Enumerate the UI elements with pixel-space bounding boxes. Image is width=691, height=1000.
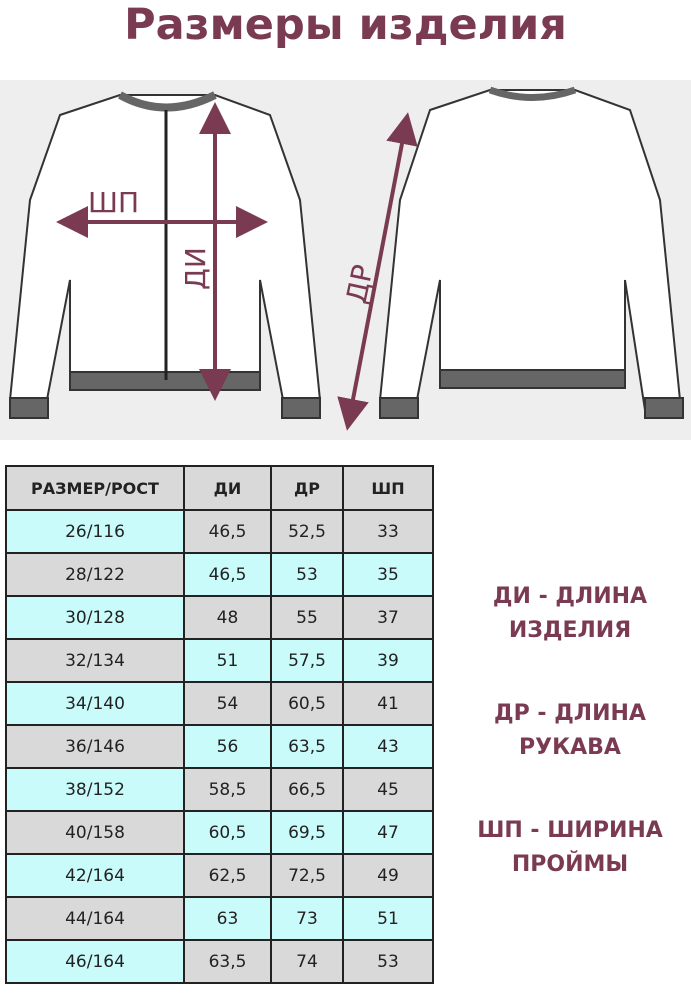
header-dr: ДР xyxy=(270,465,344,511)
cell-dr: 63,5 xyxy=(270,724,344,769)
cell-size: 40/158 xyxy=(5,810,185,855)
cell-di: 63,5 xyxy=(183,939,272,984)
cell-dr: 74 xyxy=(270,939,344,984)
cell-size: 42/164 xyxy=(5,853,185,898)
cell-dr: 57,5 xyxy=(270,638,344,683)
cell-size: 34/140 xyxy=(5,681,185,726)
cell-size: 46/164 xyxy=(5,939,185,984)
table-row: 30/128 48 55 37 xyxy=(5,595,434,640)
cell-size: 30/128 xyxy=(5,595,185,640)
dr-arrow xyxy=(337,112,418,431)
legend-dr: ДР - ДЛИНА РУКАВА xyxy=(450,697,690,765)
table-header-row: РАЗМЕР/РОСТ ДИ ДР ШП xyxy=(5,465,434,511)
di-label: ДИ xyxy=(179,247,212,290)
header-size: РАЗМЕР/РОСТ xyxy=(5,465,185,511)
cell-shp: 53 xyxy=(342,939,434,984)
front-jacket xyxy=(8,91,322,419)
cell-dr: 52,5 xyxy=(270,509,344,554)
cell-di: 60,5 xyxy=(183,810,272,855)
shp-label: ШП xyxy=(88,186,139,219)
table-row: 36/146 56 63,5 43 xyxy=(5,724,434,769)
cell-di: 54 xyxy=(183,681,272,726)
cell-size: 36/146 xyxy=(5,724,185,769)
cell-shp: 49 xyxy=(342,853,434,898)
cell-dr: 72,5 xyxy=(270,853,344,898)
table-row: 34/140 54 60,5 41 xyxy=(5,681,434,726)
cell-di: 51 xyxy=(183,638,272,683)
table-row: 26/116 46,5 52,5 33 xyxy=(5,509,434,554)
table-row: 32/134 51 57,5 39 xyxy=(5,638,434,683)
table-row: 46/164 63,5 74 53 xyxy=(5,939,434,984)
cell-dr: 73 xyxy=(270,896,344,941)
cell-dr: 66,5 xyxy=(270,767,344,812)
table-row: 40/158 60,5 69,5 47 xyxy=(5,810,434,855)
cell-dr: 69,5 xyxy=(270,810,344,855)
size-table: РАЗМЕР/РОСТ ДИ ДР ШП 26/116 46,5 52,5 33 28/… xyxy=(5,465,434,984)
cell-size: 28/122 xyxy=(5,552,185,597)
cell-di: 46,5 xyxy=(183,509,272,554)
table-row: 42/164 62,5 72,5 49 xyxy=(5,853,434,898)
cell-di: 63 xyxy=(183,896,272,941)
cell-size: 32/134 xyxy=(5,638,185,683)
cell-dr: 53 xyxy=(270,552,344,597)
legend-shp: ШП - ШИРИНА ПРОЙМЫ xyxy=(450,814,690,882)
jacket-diagram: ШП ДИ ДР xyxy=(0,80,691,440)
legend-line: ИЗДЕЛИЯ xyxy=(508,618,632,643)
cell-shp: 43 xyxy=(342,724,434,769)
cell-shp: 39 xyxy=(342,638,434,683)
cell-size: 44/164 xyxy=(5,896,185,941)
table-row: 38/152 58,5 66,5 45 xyxy=(5,767,434,812)
table-row: 28/122 46,5 53 35 xyxy=(5,552,434,597)
cell-shp: 47 xyxy=(342,810,434,855)
cell-shp: 41 xyxy=(342,681,434,726)
cell-shp: 35 xyxy=(342,552,434,597)
page-title: Размеры изделия xyxy=(124,0,567,50)
cell-di: 46,5 xyxy=(183,552,272,597)
cell-shp: 33 xyxy=(342,509,434,554)
cell-di: 48 xyxy=(183,595,272,640)
legend-line: ДР - ДЛИНА xyxy=(494,701,646,726)
cell-size: 26/116 xyxy=(5,509,185,554)
cell-di: 56 xyxy=(183,724,272,769)
cell-shp: 45 xyxy=(342,767,434,812)
header-shp: ШП xyxy=(342,465,434,511)
cell-dr: 60,5 xyxy=(270,681,344,726)
cell-di: 62,5 xyxy=(183,853,272,898)
legend-line: РУКАВА xyxy=(519,735,621,760)
cell-shp: 51 xyxy=(342,896,434,941)
header-di: ДИ xyxy=(183,465,272,511)
cell-di: 58,5 xyxy=(183,767,272,812)
legend-di: ДИ - ДЛИНА ИЗДЕЛИЯ xyxy=(450,580,690,648)
dr-label: ДР xyxy=(340,262,380,307)
cell-dr: 55 xyxy=(270,595,344,640)
legend-line: ДИ - ДЛИНА xyxy=(492,584,648,609)
cell-shp: 37 xyxy=(342,595,434,640)
table-row: 44/164 63 73 51 xyxy=(5,896,434,941)
legend-line: ШП - ШИРИНА xyxy=(477,818,663,843)
legend-line: ПРОЙМЫ xyxy=(511,852,629,877)
cell-size: 38/152 xyxy=(5,767,185,812)
back-jacket xyxy=(378,86,684,419)
